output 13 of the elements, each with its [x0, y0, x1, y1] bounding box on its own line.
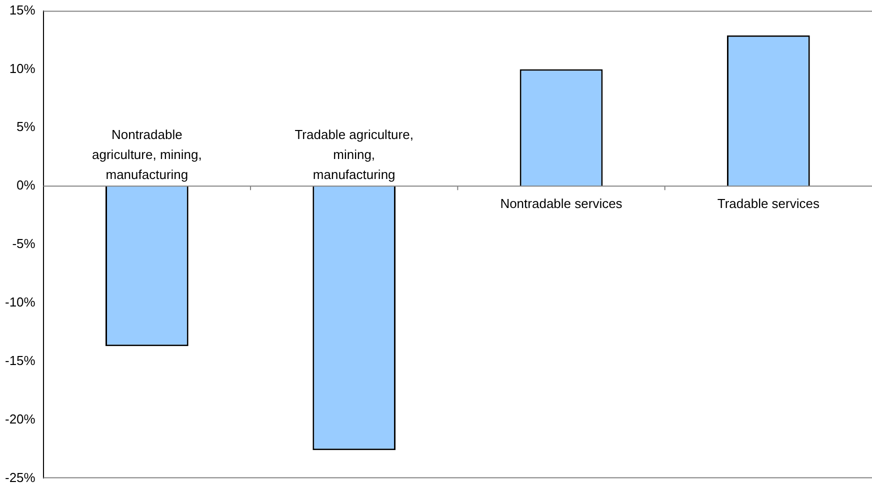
y-tick-label: -20%	[4, 411, 36, 426]
y-tick-label: 5%	[16, 119, 36, 134]
y-tick-label: 0%	[16, 178, 36, 193]
y-tick-label: -5%	[12, 236, 36, 252]
y-tick-label: 10%	[9, 60, 36, 76]
x-tick-label: Tradable services	[717, 196, 820, 212]
y-tick-label: -10%	[4, 294, 36, 310]
x-tick-label: Nontradable services	[500, 196, 623, 212]
x-tick-label: Nontradable agriculture, mining, manufacturing	[92, 127, 202, 182]
y-tick-label: -25%	[4, 470, 36, 485]
y-tick-label: 15%	[9, 2, 36, 18]
y-tick-label: -15%	[4, 352, 36, 368]
x-tick-label: Tradable agriculture, mining, manufacturing	[294, 127, 414, 182]
